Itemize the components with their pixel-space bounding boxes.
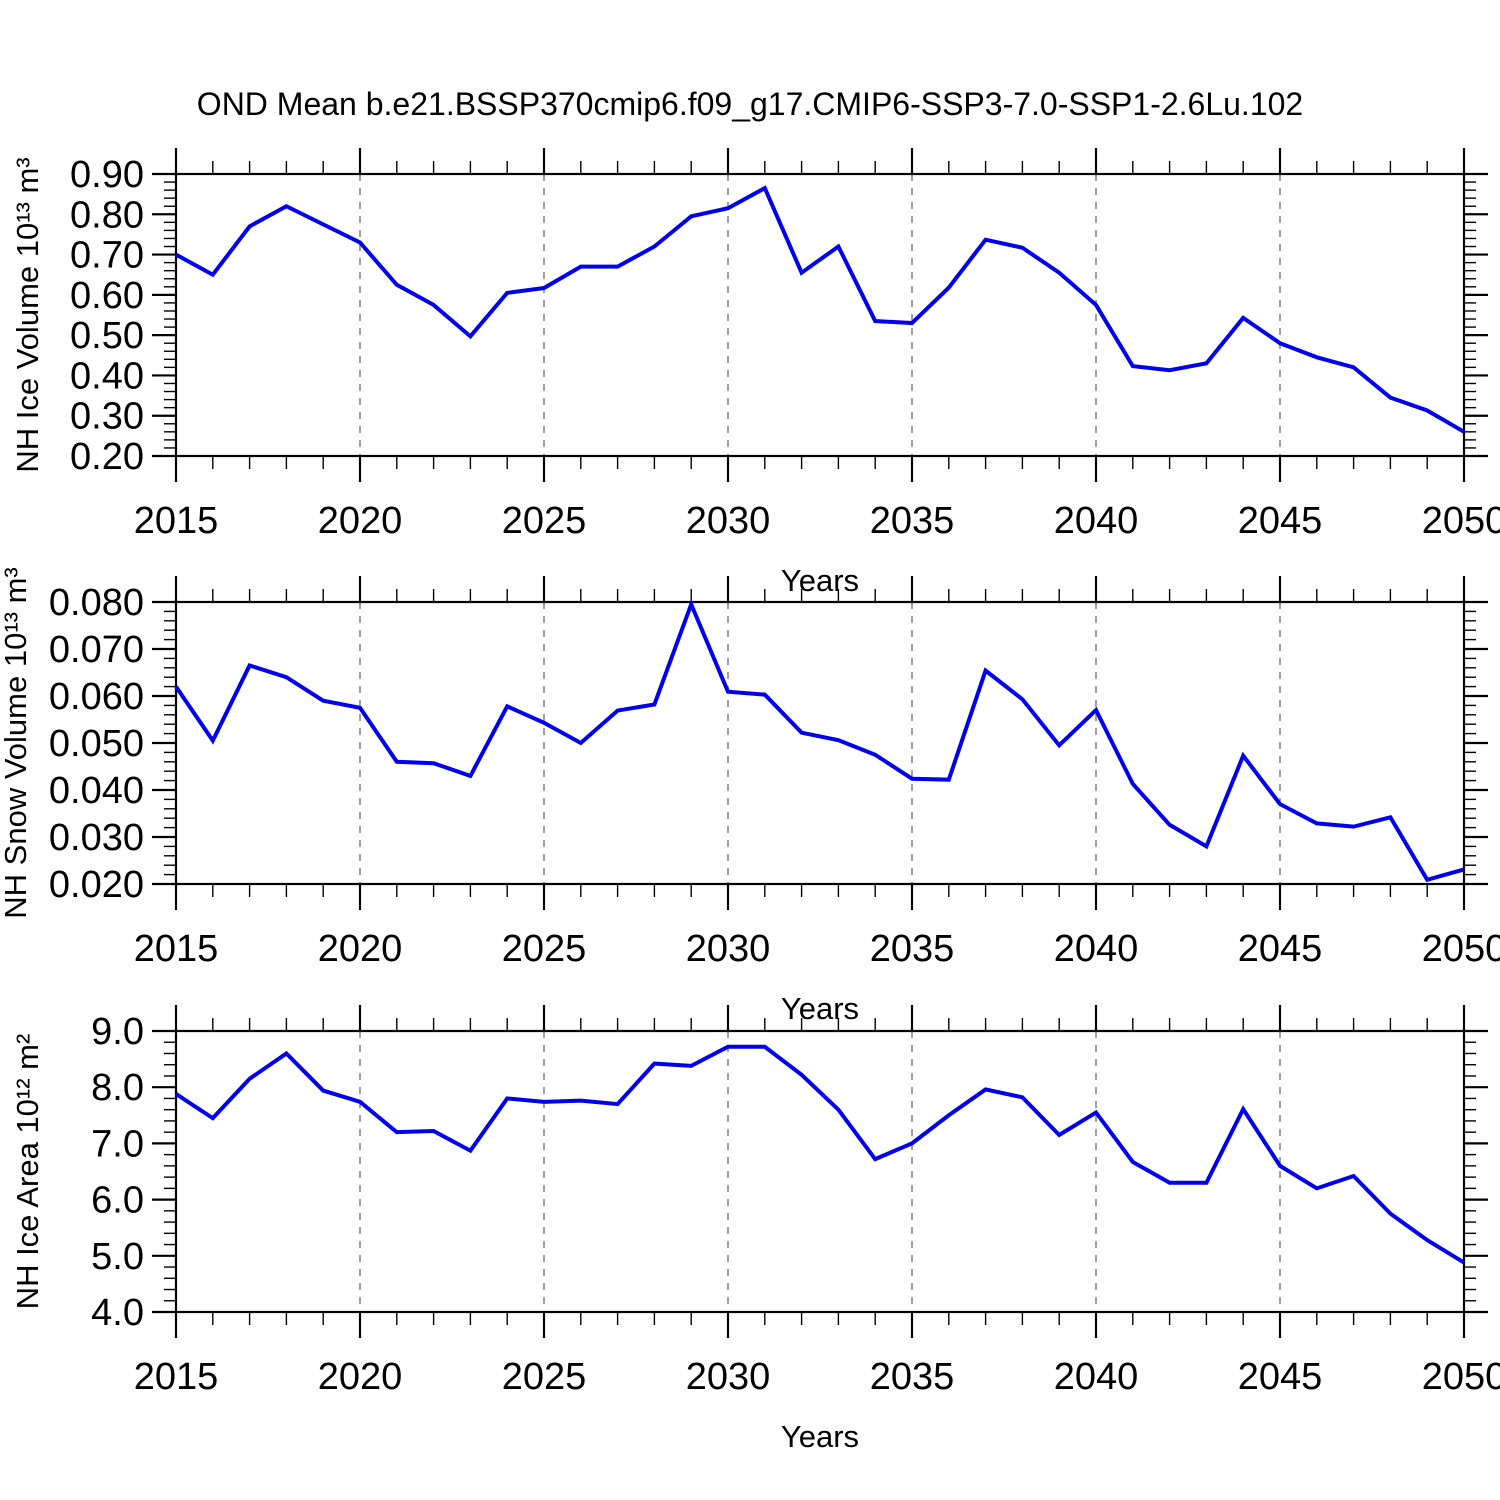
y-tick-label: 0.40: [70, 355, 144, 397]
x-tick-label: 2015: [134, 500, 219, 542]
y-tick-label: 0.70: [70, 235, 144, 277]
plot-box: [174, 1029, 1466, 1314]
x-tick-label: 2040: [1054, 928, 1139, 970]
x-tick-label: 2015: [134, 1356, 219, 1398]
x-tick-label: 2025: [502, 928, 587, 970]
y-tick-label: 0.030: [49, 817, 144, 859]
y-tick-label: 8.0: [91, 1067, 144, 1109]
y-ticks: [152, 600, 1488, 886]
x-tick-label: 2015: [134, 928, 219, 970]
series-line: [174, 598, 1465, 883]
x-tick-label: 2035: [870, 1356, 955, 1398]
x-ticks: [174, 576, 1466, 910]
x-tick-label: 2025: [502, 1356, 587, 1398]
x-tick-label: 2020: [318, 928, 403, 970]
y-axis-title: NH Ice Area 10¹² m²: [10, 1034, 45, 1310]
x-tick-label: 2045: [1238, 1356, 1323, 1398]
x-tick-label: 2030: [686, 928, 771, 970]
y-axis-title: NH Ice Volume 10¹³ m³: [10, 157, 45, 472]
x-axis-title: Years: [781, 991, 859, 1026]
x-tick-label: 2045: [1238, 928, 1323, 970]
y-ticks: [152, 1029, 1488, 1314]
vertical-gridlines: [359, 602, 1281, 884]
panel-1: 0.900.800.700.600.500.400.300.20 2015 2020…: [10, 148, 1500, 598]
x-tick-label: 2040: [1054, 1356, 1139, 1398]
panel-3: 9.0 8.0 7.0 6.0 5.0 4.0 2015 2020 2025 2030 2035 20…: [10, 1005, 1500, 1454]
y-tick-label: 0.50: [70, 315, 144, 357]
y-tick-label: 0.90: [70, 154, 144, 196]
x-tick-label: 2020: [318, 1356, 403, 1398]
y-tick-label: 0.080: [49, 582, 144, 624]
x-tick-label: 2050: [1422, 500, 1500, 542]
plot-box: [174, 600, 1466, 886]
x-ticks: [174, 148, 1466, 482]
y-tick-label: 0.30: [70, 396, 144, 438]
x-tick-label: 2035: [870, 928, 955, 970]
x-tick-label: 2030: [686, 500, 771, 542]
y-ticks: [152, 172, 1488, 458]
y-tick-label: 4.0: [91, 1292, 144, 1334]
y-tick-label: 0.80: [70, 194, 144, 236]
x-axis-title: Years: [781, 1419, 859, 1454]
y-tick-label: 0.020: [49, 864, 144, 906]
y-tick-label: 5.0: [91, 1236, 144, 1278]
x-tick-label: 2020: [318, 500, 403, 542]
y-tick-label: 0.20: [70, 436, 144, 478]
panel-2: 0.080 0.070 0.060 0.050 0.040 0.030 0.020 2015 2…: [0, 567, 1500, 1026]
chart-title: OND Mean b.e21.BSSP370cmip6.f09_g17.CMIP…: [196, 86, 1304, 122]
x-tick-label: 2050: [1422, 928, 1500, 970]
vertical-gridlines: [359, 174, 1281, 456]
y-tick-label: 0.60: [70, 275, 144, 317]
y-tick-label: 0.060: [49, 676, 144, 718]
x-ticks: [174, 1005, 1466, 1338]
y-axis-title: NH Snow Volume 10¹³ m³: [0, 567, 33, 918]
series-line: [175, 185, 1466, 434]
series-line: [174, 1044, 1466, 1265]
y-tick-label: 0.050: [49, 723, 144, 765]
x-tick-label: 2050: [1422, 1356, 1500, 1398]
y-tick-label: 9.0: [91, 1011, 144, 1053]
y-tick-label: 7.0: [91, 1123, 144, 1165]
y-tick-label: 6.0: [91, 1180, 144, 1222]
x-tick-label: 2045: [1238, 500, 1323, 542]
x-tick-label: 2040: [1054, 500, 1139, 542]
x-tick-label: 2030: [686, 1356, 771, 1398]
y-tick-label: 0.070: [49, 629, 144, 671]
x-tick-label: 2025: [502, 500, 587, 542]
y-tick-label: 0.040: [49, 770, 144, 812]
x-tick-label: 2035: [870, 500, 955, 542]
x-axis-title: Years: [781, 563, 859, 598]
vertical-gridlines: [359, 1031, 1281, 1312]
plot-box: [174, 172, 1466, 458]
